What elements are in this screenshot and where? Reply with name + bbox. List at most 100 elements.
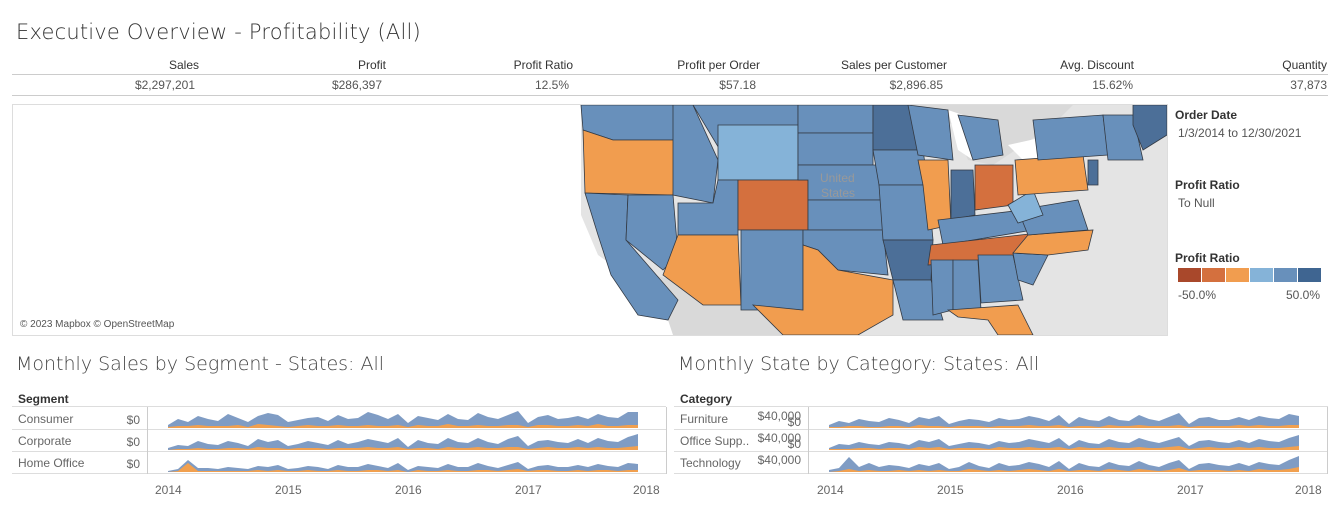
state-south-dakota[interactable]: [797, 132, 874, 166]
map-credit[interactable]: © 2023 Mapbox © OpenStreetMap: [20, 319, 175, 330]
state-alabama[interactable]: [952, 259, 982, 311]
kpi-value-profit[interactable]: $286,397: [331, 78, 382, 92]
state-texas[interactable]: [751, 244, 894, 335]
area-sales-corporate[interactable]: [168, 434, 638, 450]
segment-label-home-office[interactable]: Home Office: [18, 456, 85, 470]
kpi-strip: Sales Profit Profit Ratio Profit per Ord…: [12, 56, 1328, 96]
segment-area-chart[interactable]: [148, 407, 666, 474]
kpi-value-avg-discount[interactable]: 15.62%: [1092, 78, 1133, 92]
kpi-value-profit-ratio[interactable]: 12.5%: [534, 78, 569, 92]
category-x-tick-2016: 2016: [1057, 483, 1084, 497]
category-x-tick-2017: 2017: [1177, 483, 1204, 497]
category-area-chart[interactable]: [809, 407, 1327, 474]
profit-ratio-legend-ramp[interactable]: [1178, 268, 1322, 282]
area-sales-office-supplies[interactable]: [829, 435, 1299, 450]
state-arizona[interactable]: [662, 234, 742, 306]
area-profit-furniture[interactable]: [829, 425, 1299, 428]
kpi-label-quantity[interactable]: Quantity: [1282, 58, 1327, 72]
area-sales-home-office[interactable]: [168, 460, 638, 472]
segment-x-tick-2017: 2017: [515, 483, 542, 497]
order-date-range[interactable]: 1/3/2014 to 12/30/2021: [1178, 126, 1302, 140]
segment-x-tick-2015: 2015: [275, 483, 302, 497]
profit-ratio-filter-title: Profit Ratio: [1175, 178, 1240, 192]
kpi-header-row: Sales Profit Profit Ratio Profit per Ord…: [12, 56, 1328, 75]
category-label-office-supplies[interactable]: Office Supp..: [680, 434, 750, 448]
area-profit-consumer[interactable]: [168, 424, 638, 428]
segment-row-line-2: [12, 451, 666, 452]
state-florida[interactable]: [946, 304, 1034, 335]
segment-x-tick-2016: 2016: [395, 483, 422, 497]
state-mississippi[interactable]: [930, 259, 954, 316]
state-new-mexico[interactable]: [740, 229, 804, 311]
category-axis-furniture: $0: [787, 415, 801, 429]
state-kansas[interactable]: [807, 199, 884, 231]
kpi-label-sales-per-customer[interactable]: Sales per Customer: [840, 58, 947, 72]
state-wisconsin[interactable]: [907, 105, 954, 161]
state-maine[interactable]: [1132, 105, 1167, 151]
kpi-label-profit[interactable]: Profit: [357, 58, 386, 72]
state-indiana[interactable]: [950, 169, 976, 221]
state-shapes: [580, 105, 1167, 335]
profit-ratio-legend-title: Profit Ratio: [1175, 251, 1240, 265]
category-axis-top-office-supplies: $40,000: [757, 431, 801, 445]
kpi-label-sales[interactable]: Sales: [168, 58, 199, 72]
order-date-title: Order Date: [1175, 108, 1238, 122]
state-ohio[interactable]: [974, 164, 1014, 211]
kpi-value-row: $2,297,201 $286,397 12.5% $57.18 $2,896.…: [12, 76, 1328, 96]
state-new-england[interactable]: [1102, 114, 1144, 161]
segment-label-corporate[interactable]: Corporate: [18, 434, 72, 448]
segment-label-consumer[interactable]: Consumer: [18, 412, 74, 426]
state-wyoming[interactable]: [717, 124, 799, 181]
kpi-label-avg-discount[interactable]: Avg. Discount: [1060, 58, 1134, 72]
area-profit-technology[interactable]: [829, 467, 1299, 472]
state-idaho[interactable]: [672, 105, 719, 204]
kpi-value-quantity[interactable]: 37,873: [1290, 78, 1327, 92]
kpi-label-profit-per-order[interactable]: Profit per Order: [677, 58, 760, 72]
area-profit-home-office[interactable]: [168, 463, 638, 472]
state-new-jersey[interactable]: [1087, 159, 1099, 186]
segment-header: Segment: [18, 392, 69, 406]
state-louisiana[interactable]: [892, 279, 944, 321]
area-sales-technology[interactable]: [829, 456, 1299, 472]
segment-x-tick-2018: 2018: [633, 483, 660, 497]
category-x-tick-2018: 2018: [1295, 483, 1322, 497]
profit-ratio-filter-value[interactable]: To Null: [1178, 196, 1215, 210]
state-oregon[interactable]: [582, 129, 679, 196]
area-sales-furniture[interactable]: [829, 413, 1299, 428]
legend-swatch-0: [1178, 268, 1202, 282]
state-pennsylvania[interactable]: [1014, 154, 1089, 196]
area-profit-corporate[interactable]: [168, 446, 638, 450]
state-michigan[interactable]: [957, 114, 1004, 161]
kpi-value-sales[interactable]: $2,297,201: [134, 78, 195, 92]
kpi-value-sales-per-customer[interactable]: $2,896.85: [889, 78, 943, 92]
state-colorado[interactable]: [737, 179, 809, 231]
legend-swatch-5: [1298, 268, 1322, 282]
us-map[interactable]: United States: [12, 104, 1168, 336]
segment-row-line-3: [12, 473, 666, 474]
country-label-united: United: [820, 171, 855, 185]
category-row-line-2: [674, 451, 1328, 452]
segment-axis-consumer: $0: [126, 413, 140, 427]
state-north-dakota[interactable]: [797, 105, 874, 134]
category-x-tick-2014: 2014: [817, 483, 844, 497]
category-label-furniture[interactable]: Furniture: [680, 412, 729, 426]
category-header: Category: [680, 392, 733, 406]
legend-swatch-4: [1274, 268, 1298, 282]
kpi-value-profit-per-order[interactable]: $57.18: [719, 78, 756, 92]
area-sales-consumer[interactable]: [168, 411, 638, 428]
segment-plot-area[interactable]: [147, 407, 667, 474]
category-plot-area[interactable]: [808, 407, 1328, 474]
state-west-virginia[interactable]: [1007, 189, 1044, 224]
category-chart-title: Monthly State by Category: States: All: [678, 353, 1040, 375]
state-new-york[interactable]: [1032, 114, 1109, 161]
segment-row-line-1: [12, 429, 666, 430]
category-row-line-1: [674, 429, 1328, 430]
category-label-technology[interactable]: Technology: [680, 456, 741, 470]
segment-axis-corporate: $0: [126, 435, 140, 449]
segment-x-tick-2014: 2014: [155, 483, 182, 497]
state-georgia[interactable]: [977, 254, 1024, 304]
area-profit-office-supplies[interactable]: [829, 446, 1299, 450]
kpi-label-profit-ratio[interactable]: Profit Ratio: [513, 58, 573, 72]
segment-axis-home-office: $0: [126, 457, 140, 471]
